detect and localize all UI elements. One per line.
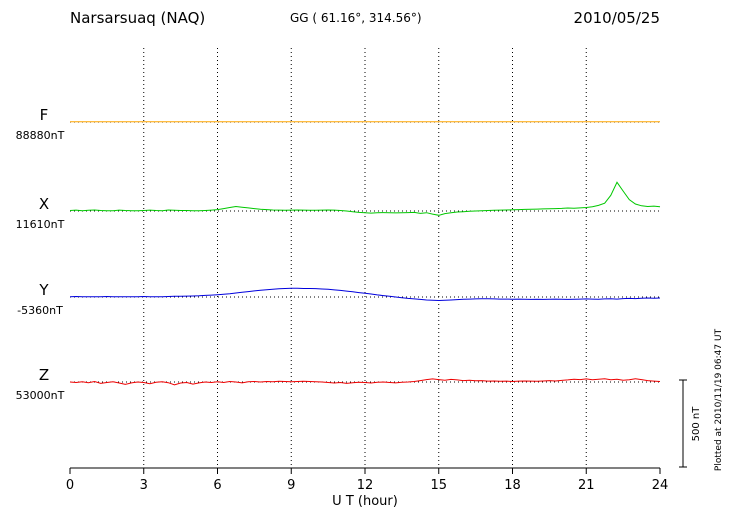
traces [69,121,661,386]
series-letter-Z: Z [39,366,49,384]
series-labels: F 88880nT X 11610nT Y -5360nT Z 53000nT [16,106,65,402]
x-tick-label: 9 [287,478,295,493]
series-letter-Y: Y [38,281,49,299]
series-baseline-value-Y: -5360nT [17,304,63,317]
x-tick-label: 0 [66,478,74,493]
trace-Y [69,287,661,302]
scale-bar-label: 500 nT [691,406,702,442]
series-letter-F: F [40,106,49,124]
plotted-at-note: Plotted at 2010/11/19 06:47 UT [714,328,724,471]
plot-date: 2010/05/25 [574,9,660,27]
x-tick-label: 12 [357,478,374,493]
scale-bar [679,379,687,468]
x-axis: 0 3 6 9 12 15 18 21 24 [66,467,669,493]
series-baseline-value-F: 88880nT [16,129,65,142]
series-baseline-value-Z: 53000nT [16,389,65,402]
station-title: Narsarsuaq (NAQ) [70,9,205,27]
trace-X [69,181,661,216]
x-tick-label: 18 [504,478,521,493]
x-tick-label: 15 [430,478,447,493]
trace-Z [69,378,661,386]
x-tick-label: 3 [140,478,148,493]
x-tick-label: 6 [213,478,221,493]
gridlines [143,48,587,468]
gg-coordinates: GG ( 61.16°, 314.56°) [290,11,422,25]
x-axis-label: U T (hour) [332,494,398,509]
series-letter-X: X [39,195,49,213]
x-tick-label: 21 [578,478,595,493]
series-baseline-value-X: 11610nT [16,218,65,231]
x-tick-label: 24 [652,478,669,493]
